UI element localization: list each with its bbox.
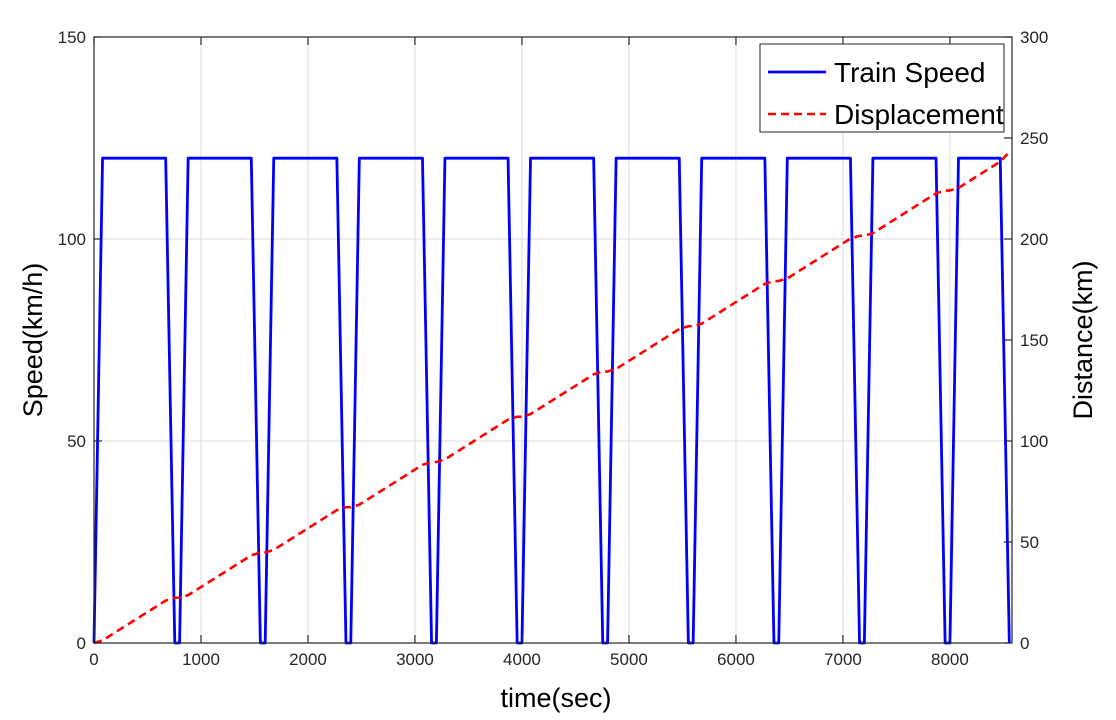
y-right-tick-label: 100: [1020, 432, 1048, 451]
legend-box: [759, 43, 1005, 133]
y-right-tick-label: 50: [1020, 533, 1039, 552]
y-left-tick-label: 150: [58, 28, 86, 47]
ticks: 0 1000 2000 3000 4000 5000 6000 7000 80000501001…: [58, 28, 1049, 669]
y-left-tick-label: 50: [67, 432, 86, 451]
x-tick-label: 2000: [289, 650, 327, 669]
x-tick-label: 3000: [396, 650, 434, 669]
y-right-tick-label: 200: [1020, 230, 1048, 249]
y-axis-left-title: Speed(km/h): [18, 263, 48, 418]
x-axis-title: time(sec): [500, 683, 611, 713]
legend: Train Speed Displacement: [759, 43, 1005, 133]
legend-label-displacement: Displacement: [834, 99, 1004, 130]
x-tick-label: 1000: [182, 650, 220, 669]
x-tick-label: 0: [89, 650, 98, 669]
y-right-tick-label: 150: [1020, 331, 1048, 350]
y-right-tick-label: 250: [1020, 129, 1048, 148]
grid: [94, 37, 1012, 643]
y-axis-right-title: Distance(km): [1068, 260, 1098, 419]
y-right-tick-label: 0: [1020, 634, 1029, 653]
legend-label-train-speed: Train Speed: [834, 57, 986, 88]
x-tick-label: 6000: [717, 650, 755, 669]
x-tick-label: 5000: [610, 650, 648, 669]
x-tick-label: 8000: [931, 650, 969, 669]
x-tick-label: 7000: [824, 650, 862, 669]
y-left-tick-label: 0: [77, 634, 86, 653]
x-tick-label: 4000: [503, 650, 541, 669]
y-right-tick-label: 300: [1020, 28, 1048, 47]
series-line-displacement: [93, 151, 1011, 645]
y-left-tick-label: 100: [58, 230, 86, 249]
